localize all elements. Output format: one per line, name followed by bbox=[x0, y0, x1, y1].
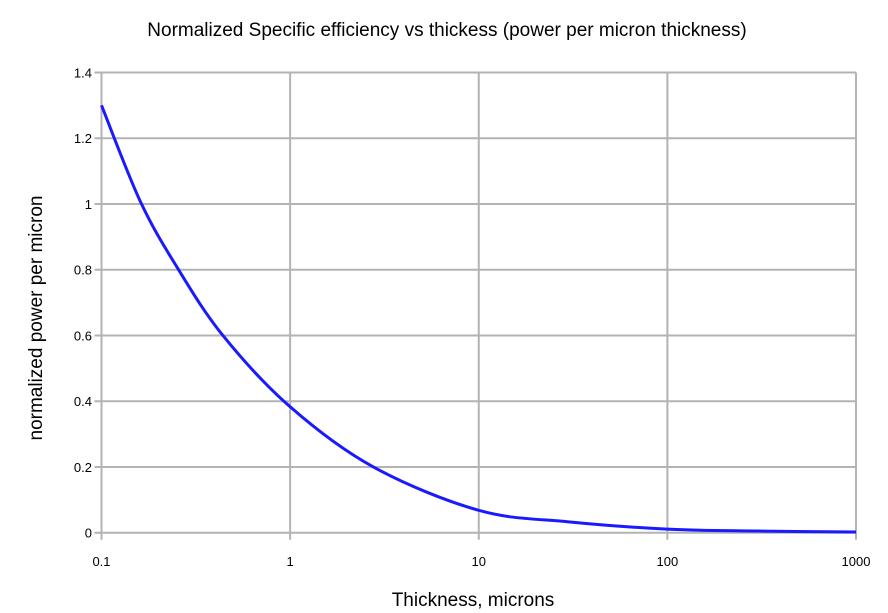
x-axis-label: Thickness, microns bbox=[391, 590, 555, 611]
x-tick-label: 100 bbox=[657, 554, 679, 569]
y-tick-label: 0.2 bbox=[74, 460, 92, 475]
x-tick-label: 10 bbox=[472, 554, 486, 569]
x-tick-label: 0.1 bbox=[92, 554, 110, 569]
chart-title: Normalized Specific efficiency vs thicke… bbox=[147, 20, 747, 41]
x-tick-label: 1 bbox=[287, 554, 294, 569]
y-tick-label: 0.4 bbox=[74, 394, 92, 409]
y-tick-label: 1.4 bbox=[74, 66, 92, 81]
x-tick-label: 1000 bbox=[842, 554, 871, 569]
y-axis-label: normalized power per micron bbox=[26, 195, 47, 441]
y-tick-label: 0.6 bbox=[74, 328, 92, 343]
y-tick-label: 0 bbox=[85, 526, 92, 541]
y-tick-label: 1 bbox=[85, 197, 92, 212]
y-tick-label: 1.2 bbox=[74, 131, 92, 146]
y-tick-label: 0.8 bbox=[74, 263, 92, 278]
series-line bbox=[100, 104, 857, 534]
